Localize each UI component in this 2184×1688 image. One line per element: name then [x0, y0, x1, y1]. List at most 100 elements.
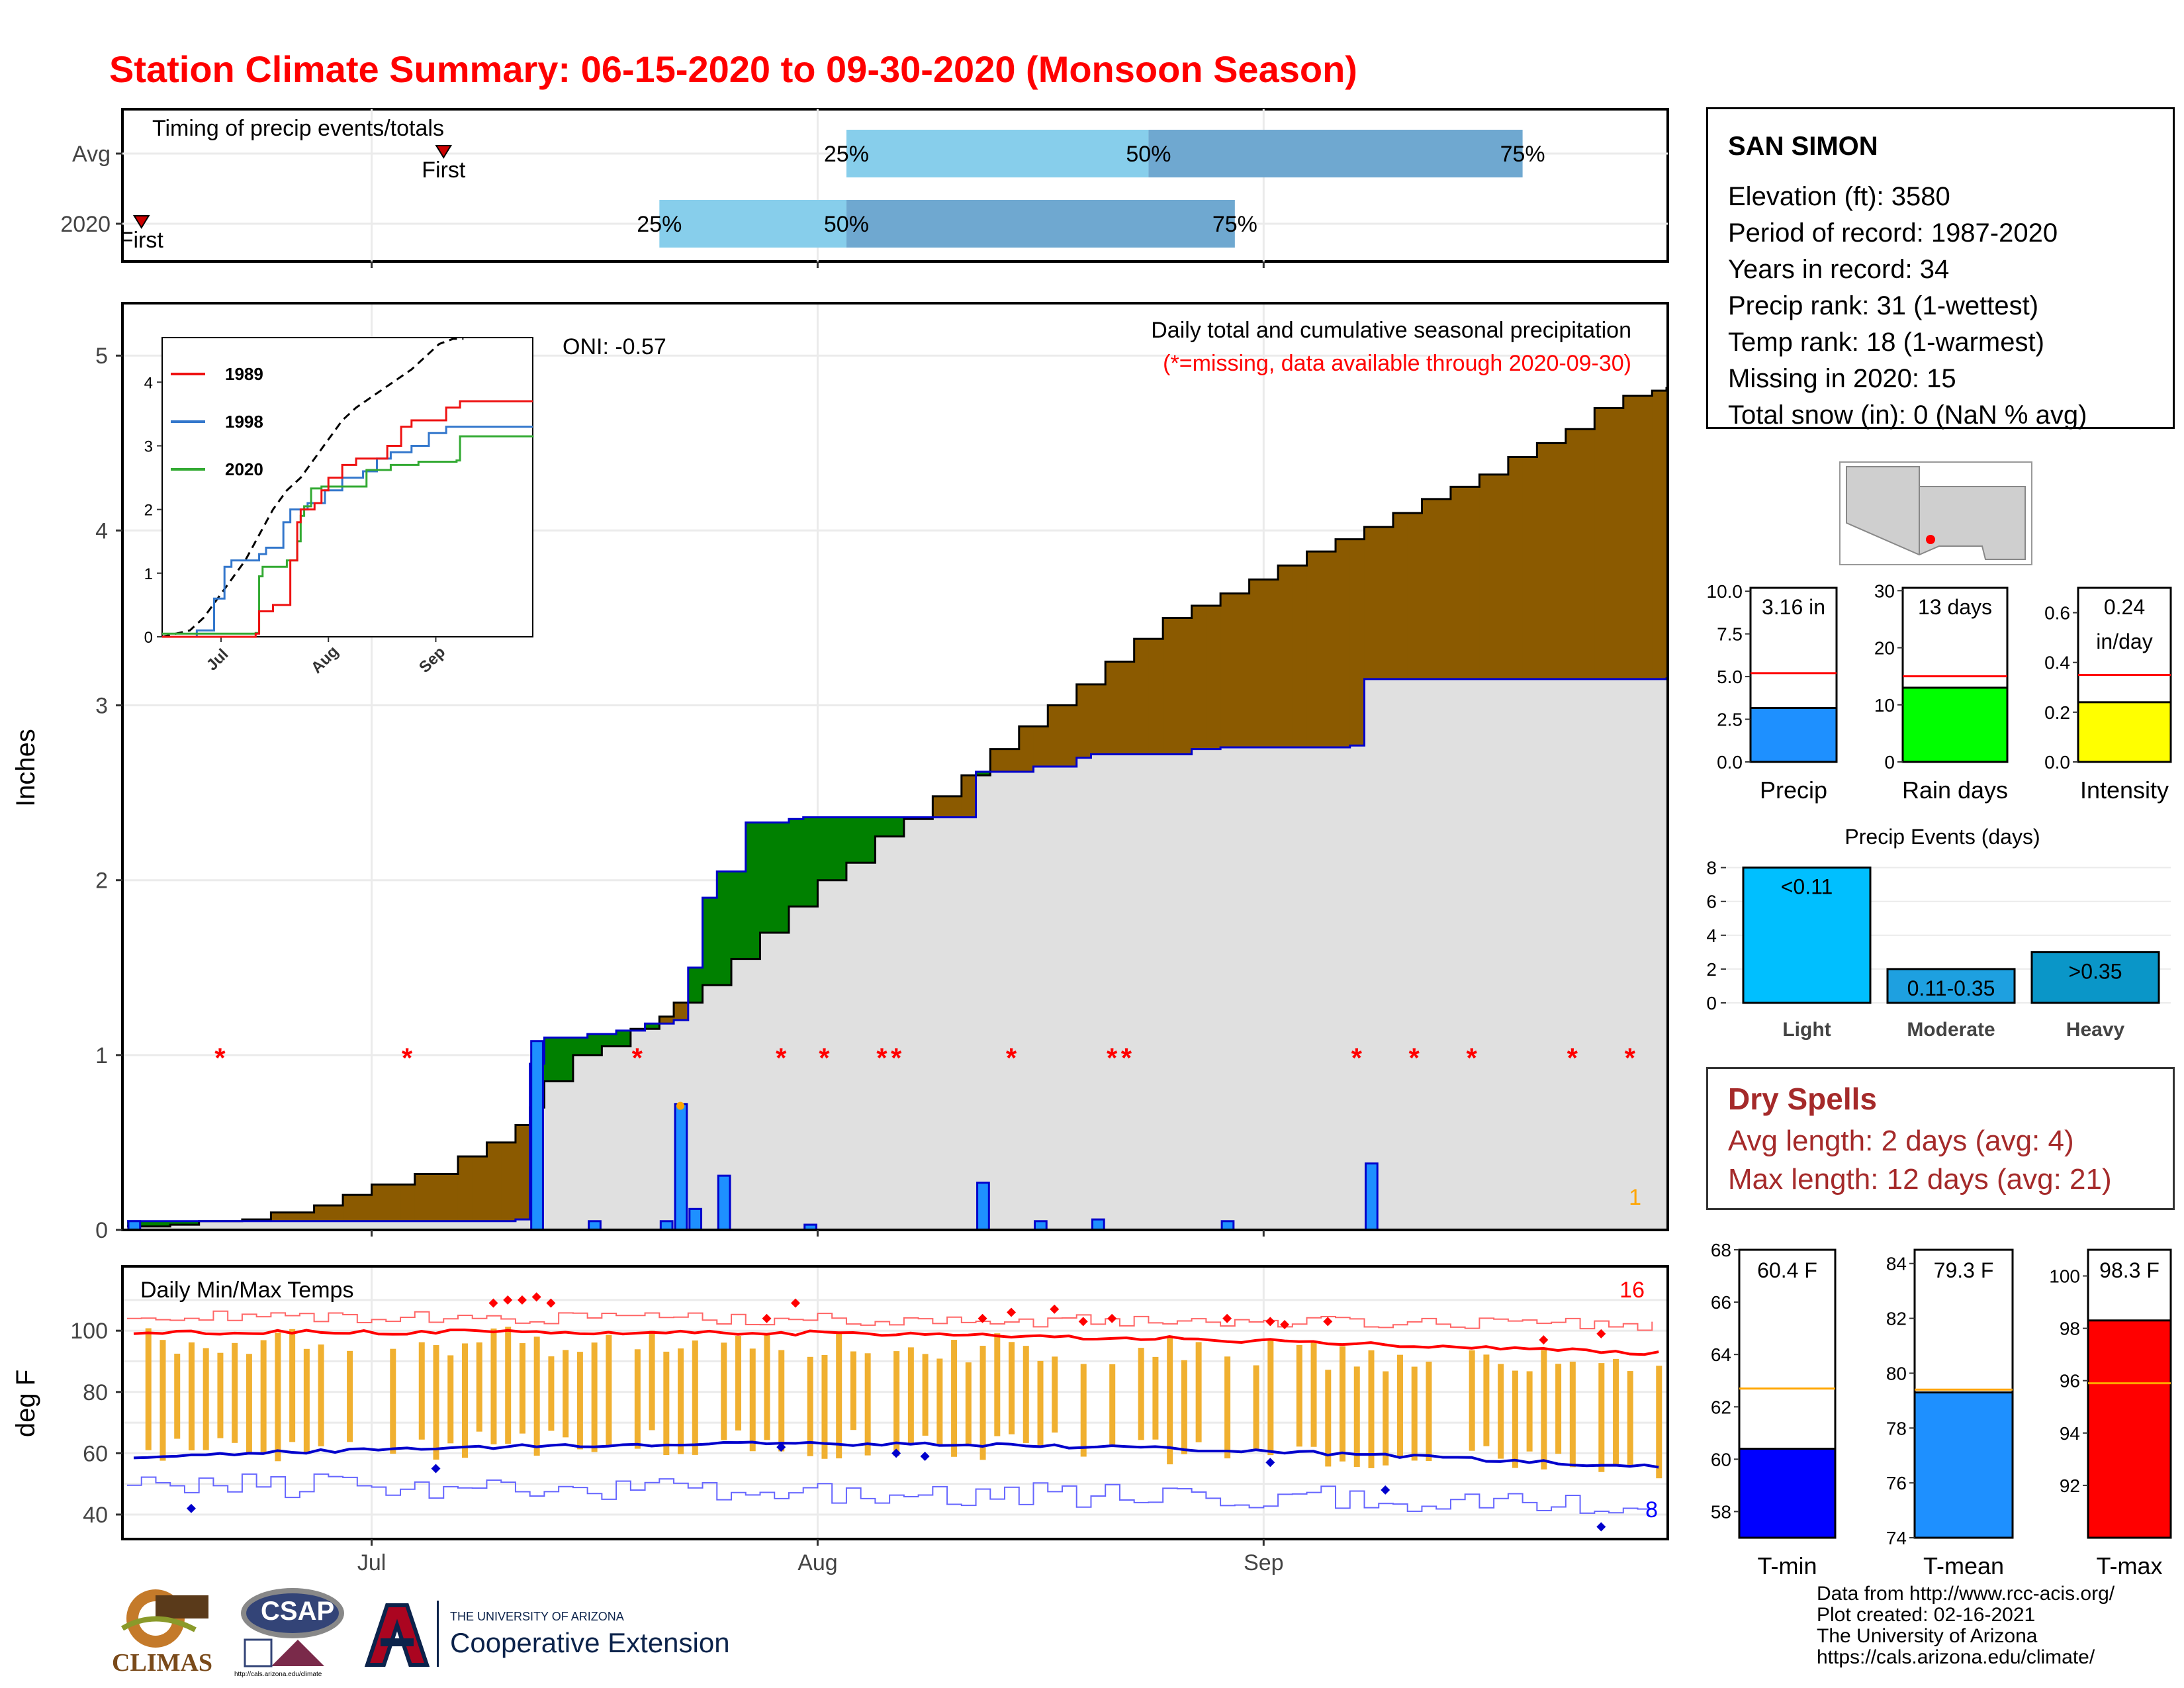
events-bar-label: >0.35: [2069, 959, 2122, 983]
timing-q25-label: 25%: [824, 142, 869, 167]
mini-bar-ytick-label: 7.5: [1717, 624, 1743, 645]
temp-count-high: 16: [1619, 1278, 1645, 1303]
record-low-marker: [891, 1448, 901, 1458]
credit-line: https://cals.arizona.edu/climate/: [1817, 1646, 2095, 1668]
daily-temp-bar: [1181, 1360, 1187, 1454]
daily-temp-bar: [548, 1356, 555, 1431]
missing-day-star: *: [632, 1042, 643, 1073]
temp-bar-ytick-label: 76: [1886, 1473, 1907, 1493]
deficit-fill: [1019, 726, 1034, 772]
daily-temp-bar: [1541, 1350, 1547, 1470]
cumulative-fill: [1019, 771, 1034, 1230]
daily-temp-bar: [979, 1346, 986, 1460]
temp-bar-label: T-min: [1758, 1552, 1817, 1579]
station-period: Period of record: 1987-2020: [1728, 218, 2058, 248]
deficit-fill: [990, 749, 1005, 772]
daily-temp-bar: [850, 1351, 856, 1430]
station-temp-rank: Temp rank: 18 (1-warmest): [1728, 328, 2044, 357]
daily-temp-bar: [1152, 1356, 1159, 1440]
deficit-fill: [1637, 396, 1653, 679]
daily-temp-bar: [1368, 1350, 1375, 1468]
daily-temp-bar: [217, 1352, 224, 1438]
surplus-fill: [860, 817, 876, 863]
mini-bar-ytick-label: 10: [1874, 695, 1895, 716]
deficit-fill: [1234, 593, 1250, 747]
cumulative-fill: [314, 1221, 329, 1230]
temp-bar-ytick-label: 100: [2049, 1266, 2080, 1287]
daily-temp-bar: [864, 1353, 871, 1456]
inset-series-2020: [162, 435, 534, 635]
record-low-marker: [776, 1442, 786, 1452]
dry-spells-avg: Avg length: 2 days (avg: 4): [1728, 1125, 2074, 1157]
cumulative-fill: [788, 906, 804, 1230]
cumulative-fill: [645, 1029, 660, 1230]
temp-ylabel: deg F: [11, 1370, 40, 1437]
record-high-marker: [546, 1298, 556, 1308]
deficit-fill: [1450, 487, 1466, 679]
mini-bar-ytick-label: 0.4: [2044, 653, 2070, 673]
deficit-fill: [1191, 605, 1206, 749]
surplus-fill: [602, 1034, 617, 1047]
events-bar-label: <0.11: [1781, 875, 1833, 899]
daily-temp-bar: [721, 1342, 727, 1440]
daily-temp-bar: [994, 1333, 1001, 1436]
surplus-fill: [760, 822, 775, 933]
page-title: Station Climate Summary: 06-15-2020 to 0…: [109, 48, 1357, 90]
station-missing: Missing in 2020: 15: [1728, 364, 1956, 393]
cumulative-fill: [774, 932, 790, 1230]
mini-bar-ytick-label: 2.5: [1717, 710, 1743, 730]
cumulative-fill: [903, 819, 919, 1230]
events-category-label: Heavy: [2066, 1019, 2125, 1041]
cumulative-fill: [242, 1221, 257, 1230]
cumulative-fill: [1565, 679, 1581, 1230]
cumulative-fill: [371, 1221, 387, 1230]
daily-temp-bar: [1195, 1342, 1202, 1442]
daily-temp-bar: [1325, 1370, 1332, 1467]
cumulative-fill: [1580, 679, 1595, 1230]
surplus-fill: [572, 1037, 588, 1055]
cumulative-fill: [817, 880, 833, 1230]
cumulative-fill: [299, 1221, 315, 1230]
deficit-fill: [314, 1205, 329, 1221]
cumulative-fill: [1364, 679, 1379, 1230]
cumulative-fill: [400, 1221, 416, 1230]
cumulative-fill: [343, 1221, 358, 1230]
temp-bar-ytick-label: 66: [1711, 1292, 1731, 1313]
daily-temp-bar: [232, 1342, 238, 1443]
daily-temp-bar: [1310, 1342, 1317, 1447]
deficit-fill: [343, 1195, 358, 1221]
cumulative-fill: [156, 1226, 171, 1230]
csap-logo: CSAP http://cals.arizona.edu/climate: [232, 1583, 351, 1683]
record-high-marker: [978, 1313, 987, 1323]
daily-temp-bar: [1569, 1361, 1576, 1468]
deficit-fill: [1436, 498, 1451, 679]
deficit-fill: [1522, 457, 1537, 679]
inset-ytick-label: 2: [144, 502, 153, 520]
temp-bar-ytick-label: 82: [1886, 1309, 1907, 1329]
missing-day-star: *: [1006, 1042, 1017, 1073]
record-high-marker: [1596, 1329, 1606, 1338]
deficit-fill: [1379, 527, 1394, 679]
cumulative-fill: [1076, 757, 1091, 1230]
record-low-marker: [186, 1503, 196, 1513]
deficit-fill: [1392, 512, 1408, 679]
daily-precip-bar: [1364, 1162, 1379, 1231]
cumulative-fill: [1206, 749, 1221, 1230]
temp-bar-label: T-max: [2096, 1552, 2162, 1579]
deficit-fill: [1177, 618, 1193, 755]
deficit-fill: [1349, 539, 1365, 746]
surplus-fill: [889, 817, 905, 837]
missing-day-star: *: [1409, 1042, 1420, 1073]
timing-first-label: First: [120, 228, 164, 253]
deficit-fill: [299, 1212, 315, 1221]
temp-ytick-label: 100: [70, 1319, 108, 1344]
surplus-fill: [774, 822, 790, 933]
missing-day-star: *: [1107, 1042, 1118, 1073]
cumulative-fill: [1321, 747, 1336, 1230]
mini-bar-label: Intensity: [2080, 776, 2169, 804]
deficit-fill: [1105, 661, 1120, 755]
deficit-fill: [1565, 429, 1581, 679]
daily-temp-bar: [936, 1358, 943, 1445]
daily-temp-bar: [1253, 1365, 1259, 1449]
record-high-marker: [790, 1298, 800, 1308]
